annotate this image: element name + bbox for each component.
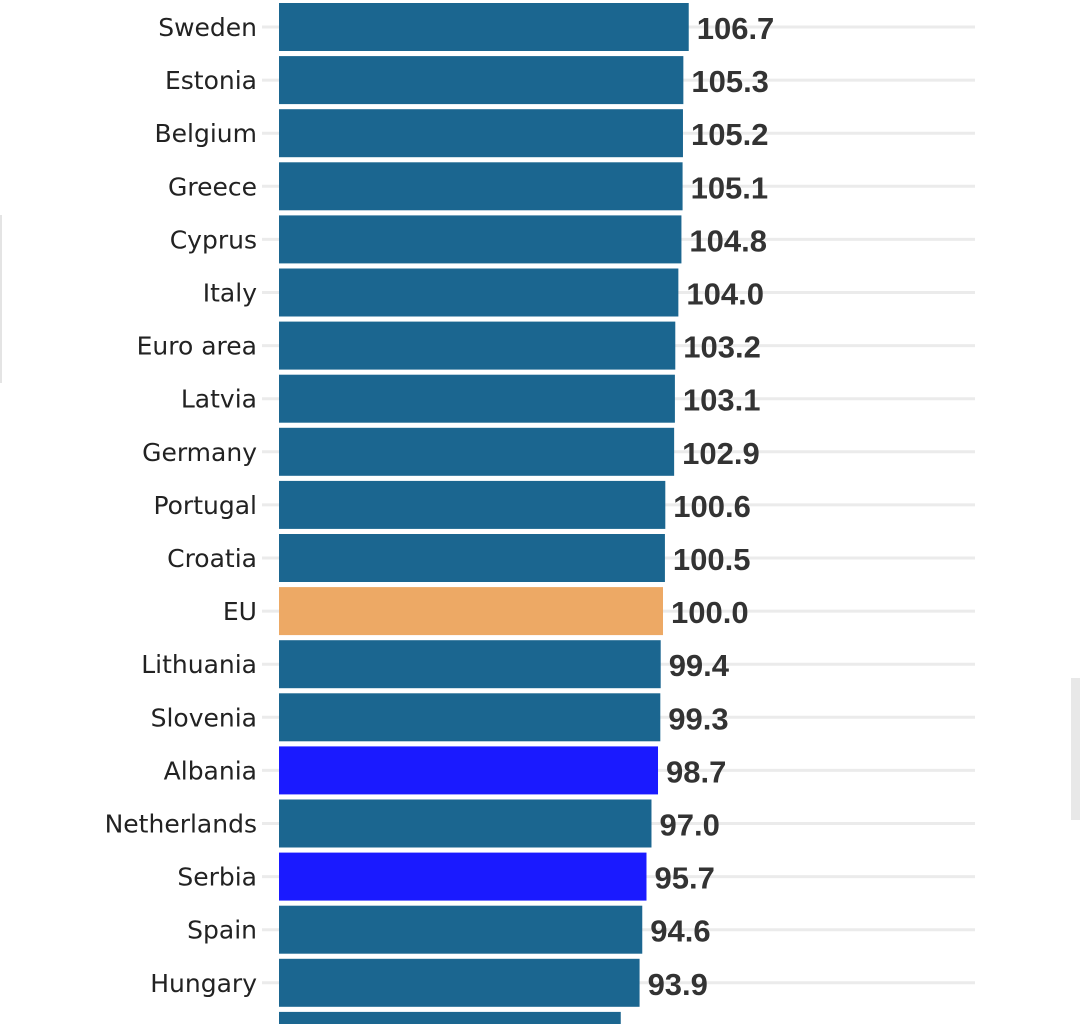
- category-label: Greece: [168, 172, 257, 201]
- bar-lithuania: [279, 640, 661, 689]
- bar-italy: [279, 268, 679, 317]
- bar-belgium: [279, 109, 683, 158]
- category-label: Portugal: [153, 491, 257, 520]
- scrollbar[interactable]: [1071, 678, 1080, 820]
- category-label: EU: [223, 597, 257, 626]
- value-label: 100.5: [673, 542, 751, 577]
- category-label: Sweden: [158, 13, 257, 42]
- bar-germany: [279, 427, 675, 476]
- value-label: 98.7: [666, 754, 726, 789]
- bar-hungary: [279, 958, 640, 1007]
- value-label: 105.2: [691, 117, 769, 152]
- category-label: Lithuania: [141, 650, 257, 679]
- value-label: 102.9: [682, 436, 760, 471]
- value-label: 97.0: [659, 808, 719, 843]
- bar-albania: [279, 746, 659, 795]
- category-label: Netherlands: [105, 810, 257, 839]
- value-label: 105.3: [691, 64, 769, 99]
- value-label: 99.3: [668, 701, 728, 736]
- category-label: Belgium: [155, 119, 258, 148]
- bar-estonia: [279, 56, 684, 105]
- value-label: 103.2: [683, 330, 761, 365]
- bar-cyprus: [279, 215, 682, 264]
- value-label: 104.8: [689, 223, 767, 258]
- category-label: Estonia: [165, 66, 257, 95]
- category-label: Hungary: [150, 969, 257, 998]
- bar-croatia: [279, 534, 665, 582]
- category-label: Slovenia: [151, 703, 257, 732]
- category-label: Cyprus: [170, 225, 257, 254]
- category-label: Croatia: [167, 544, 257, 573]
- value-label: 99.4: [669, 648, 730, 683]
- category-label: Albania: [164, 756, 257, 785]
- bar-sweden: [279, 3, 689, 51]
- bar-slovenia: [279, 693, 661, 742]
- value-label: 93.9: [648, 967, 708, 1002]
- category-label: Germany: [142, 438, 257, 467]
- category-label: Italy: [203, 279, 257, 308]
- bar-latvia: [279, 374, 675, 423]
- bar-partial: [279, 1011, 621, 1024]
- value-label: 95.7: [654, 861, 714, 896]
- value-label: 106.7: [697, 11, 775, 46]
- value-label: 103.1: [683, 383, 761, 418]
- category-label: Latvia: [181, 385, 257, 414]
- value-label: 100.6: [673, 489, 751, 524]
- category-label: Serbia: [177, 863, 257, 892]
- bar-eu: [279, 587, 663, 636]
- bar-spain: [279, 905, 643, 954]
- value-label: 94.6: [650, 914, 710, 949]
- value-label: 100.0: [671, 595, 749, 630]
- bar-portugal: [279, 480, 666, 529]
- bar-euro-area: [279, 321, 676, 370]
- value-label: 105.1: [691, 170, 769, 205]
- category-label: Euro area: [137, 332, 257, 361]
- category-label: Spain: [187, 916, 257, 945]
- left-edge-divider: [0, 215, 2, 383]
- bar-serbia: [279, 852, 647, 901]
- bar-greece: [279, 162, 683, 211]
- bar-netherlands: [279, 799, 652, 848]
- value-label: 104.0: [686, 277, 764, 312]
